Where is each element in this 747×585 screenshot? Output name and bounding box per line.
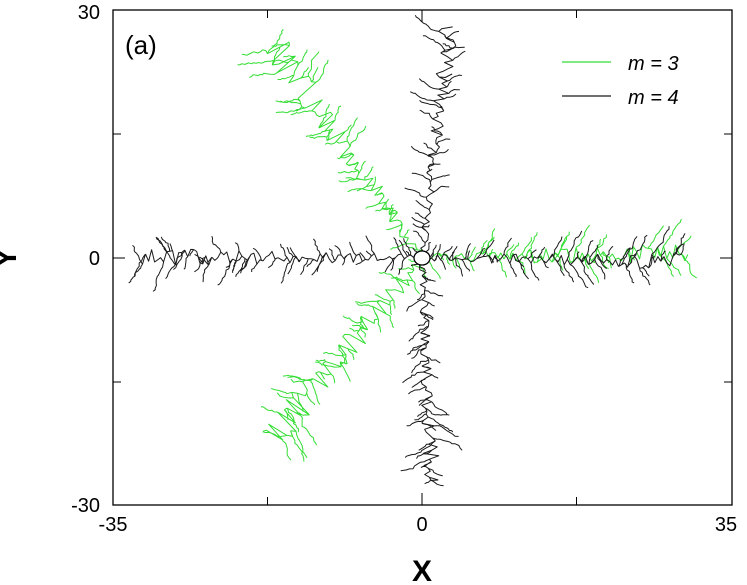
y-tick-label: 0 xyxy=(89,248,100,270)
cluster-branch xyxy=(128,235,423,292)
cluster-series-m4 xyxy=(128,15,686,487)
legend-label-m4: m = 4 xyxy=(628,87,679,109)
panel-label: (a) xyxy=(125,30,157,60)
legend: m = 3 m = 4 xyxy=(562,53,679,109)
cluster-layer xyxy=(128,15,698,487)
x-axis-title: X xyxy=(412,555,432,585)
cluster-branch xyxy=(422,226,686,289)
cluster-branch xyxy=(237,29,426,258)
legend-label-m3: m = 3 xyxy=(628,53,679,75)
y-axis-title: Y xyxy=(0,248,23,268)
center-seed-marker xyxy=(413,250,431,266)
axis-ticks xyxy=(113,10,732,505)
x-tick-label: 0 xyxy=(416,514,427,536)
y-tick-label: 30 xyxy=(78,2,100,24)
cluster-branch xyxy=(260,257,427,462)
cluster-branch xyxy=(400,257,463,487)
x-tick-label: -35 xyxy=(99,514,128,536)
x-tick-label: 35 xyxy=(715,514,737,536)
cluster-branch xyxy=(404,15,466,258)
y-tick-label: -30 xyxy=(71,495,100,517)
